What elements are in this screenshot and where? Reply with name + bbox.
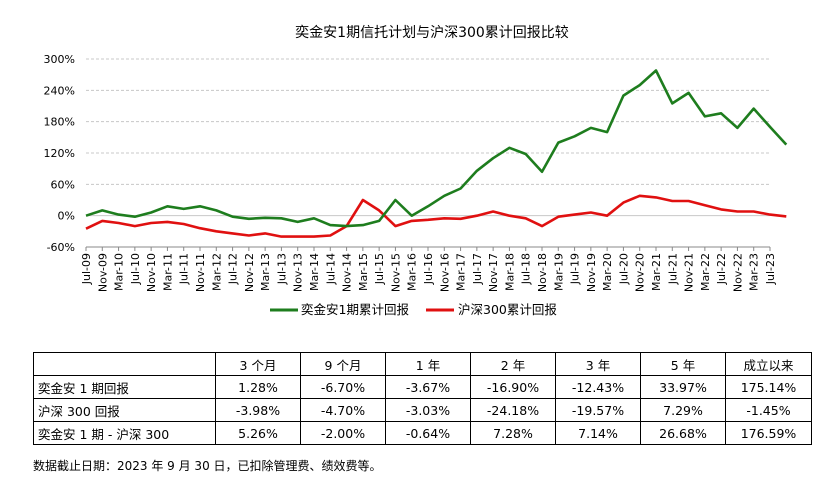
table-cell: -3.03% <box>385 398 471 422</box>
x-tick-label: Jul-16 <box>422 253 435 285</box>
x-tick-label: Mar-23 <box>748 253 761 291</box>
x-tick-label: Mar-22 <box>699 253 712 291</box>
x-tick-label: Mar-21 <box>650 253 663 291</box>
table-cell: 175.14% <box>725 375 812 399</box>
table-cell: 7.14% <box>555 421 641 445</box>
table-cell: 5.26% <box>215 421 301 445</box>
x-tick-label: Mar-16 <box>406 253 419 291</box>
x-axis-ticks: Jul-09 Nov-09 Mar-10 Jul-10 Nov-10 Mar-11 Jul-… <box>80 246 777 292</box>
x-tick-label: Nov-13 <box>292 253 305 292</box>
x-tick-label: Jul-09 <box>80 253 93 285</box>
x-tick-label: Jul-10 <box>129 253 142 285</box>
x-tick-label: Jul-14 <box>324 253 337 285</box>
x-tick-label: Nov-22 <box>731 253 744 292</box>
row-label: 奕金安 1 期 - 沪深 300 <box>33 421 216 445</box>
legend-label-fund: 奕金安1期累计回报 <box>301 302 409 317</box>
table-cell: -6.70% <box>300 375 386 399</box>
x-tick-label: Nov-09 <box>96 253 109 292</box>
row-label: 奕金安 1 期回报 <box>33 375 216 399</box>
table-header-cell: 3 个月 <box>215 352 301 376</box>
x-tick-label: Mar-15 <box>357 253 370 291</box>
x-tick-label: Jul-20 <box>617 253 630 285</box>
table-header-cell: 2 年 <box>470 352 556 376</box>
table-header-row: 3 个月 9 个月 1 年 2 年 3 年 5 年 成立以来 <box>33 352 812 376</box>
chart-title: 奕金安1期信托计划与沪深300累计回报比较 <box>295 25 569 41</box>
x-tick-label: Nov-12 <box>243 253 256 292</box>
table-cell: 33.97% <box>640 375 726 399</box>
x-tick-label: Mar-20 <box>601 253 614 291</box>
y-axis-ticks: -60% 0% 60% 120% 180% 240% 300% <box>44 53 75 254</box>
x-tick-label: Mar-12 <box>210 253 223 291</box>
x-tick-label: Nov-21 <box>683 253 696 292</box>
y-tick-label: -60% <box>47 241 75 254</box>
x-tick-label: Mar-10 <box>113 253 126 291</box>
x-tick-label: Nov-20 <box>634 253 647 292</box>
table-header-cell <box>33 352 216 376</box>
x-tick-label: Nov-17 <box>487 253 500 292</box>
table-cell: 26.68% <box>640 421 726 445</box>
series-line-fund <box>85 69 788 228</box>
table-cell: 7.29% <box>640 398 726 422</box>
table-cell: -12.43% <box>555 375 641 399</box>
x-tick-label: Nov-11 <box>194 253 207 292</box>
x-tick-label: Jul-22 <box>715 253 728 285</box>
table-cell: 1.28% <box>215 375 301 399</box>
x-tick-label: Nov-10 <box>145 253 158 292</box>
series-line-index <box>85 194 787 238</box>
x-tick-label: Nov-15 <box>389 253 402 292</box>
legend-label-index: 沪深300累计回报 <box>458 302 557 317</box>
x-tick-label: Jul-23 <box>764 253 777 285</box>
y-tick-label: 60% <box>51 178 75 191</box>
x-tick-label: Mar-11 <box>161 253 174 291</box>
table-cell: -19.57% <box>555 398 641 422</box>
table-cell: -3.67% <box>385 375 471 399</box>
table-header-cell: 1 年 <box>385 352 471 376</box>
x-tick-label: Jul-21 <box>666 253 679 285</box>
table-header-cell: 成立以来 <box>725 352 812 376</box>
y-tick-label: 180% <box>44 116 75 129</box>
table-cell: 7.28% <box>470 421 556 445</box>
x-tick-label: Mar-13 <box>259 253 272 291</box>
x-tick-label: Jul-19 <box>569 253 582 285</box>
y-tick-label: 300% <box>44 53 75 66</box>
legend: 奕金安1期累计回报 沪深300累计回报 <box>270 302 557 317</box>
table-cell: -2.00% <box>300 421 386 445</box>
series-lines <box>85 69 788 238</box>
table-row: 奕金安 1 期回报 1.28% -6.70% -3.67% -16.90% -1… <box>33 375 812 399</box>
x-tick-label: Jul-13 <box>275 253 288 285</box>
x-tick-label: Jul-18 <box>520 253 533 285</box>
footnote: 数据截止日期：2023 年 9 月 30 日，已扣除管理费、绩效费等。 <box>33 459 382 473</box>
x-tick-label: Nov-14 <box>341 253 354 292</box>
table-header-cell: 3 年 <box>555 352 641 376</box>
table-cell: -24.18% <box>470 398 556 422</box>
table-row: 沪深 300 回报 -3.98% -4.70% -3.03% -24.18% -… <box>33 398 812 422</box>
table-cell: -16.90% <box>470 375 556 399</box>
x-tick-label: Mar-17 <box>455 253 468 291</box>
returns-table: 3 个月 9 个月 1 年 2 年 3 年 5 年 成立以来 奕金安 1 期回报… <box>33 352 812 445</box>
table-row: 奕金安 1 期 - 沪深 300 5.26% -2.00% -0.64% 7.2… <box>33 421 812 445</box>
table-cell: -4.70% <box>300 398 386 422</box>
x-tick-label: Jul-17 <box>471 253 484 285</box>
x-tick-label: Mar-18 <box>503 253 516 291</box>
x-tick-label: Nov-18 <box>536 253 549 292</box>
table-cell: -3.98% <box>215 398 301 422</box>
y-tick-label: 0% <box>58 210 75 223</box>
x-tick-label: Jul-15 <box>373 253 386 285</box>
table-header-cell: 9 个月 <box>300 352 386 376</box>
x-tick-label: Mar-19 <box>552 253 565 291</box>
x-tick-label: Jul-12 <box>227 253 240 285</box>
y-tick-label: 240% <box>44 84 75 97</box>
table-header-cell: 5 年 <box>640 352 726 376</box>
table-cell: -1.45% <box>725 398 812 422</box>
x-tick-label: Mar-14 <box>308 253 321 291</box>
y-tick-label: 120% <box>44 147 75 160</box>
cumulative-return-chart: 奕金安1期信托计划与沪深300累计回报比较 -60% 0% 60% 120% 180% 2… <box>44 25 788 317</box>
row-label: 沪深 300 回报 <box>33 398 216 422</box>
x-tick-label: Jul-11 <box>178 253 191 285</box>
x-tick-label: Nov-19 <box>585 253 598 292</box>
x-tick-label: Nov-16 <box>438 253 451 292</box>
table-cell: 176.59% <box>725 421 812 445</box>
table-cell: -0.64% <box>385 421 471 445</box>
